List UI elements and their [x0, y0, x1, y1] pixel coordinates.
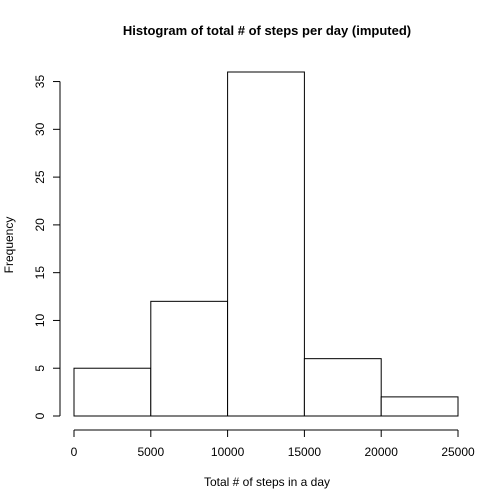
x-tick-label: 20000: [365, 445, 399, 459]
histogram-bar: [227, 71, 305, 417]
y-tick-label: 25: [33, 170, 47, 184]
histogram-bar: [73, 367, 152, 417]
x-tick-label: 5000: [137, 445, 164, 459]
x-tick-label: 0: [71, 445, 78, 459]
x-tick-label: 10000: [211, 445, 245, 459]
y-tick-label: 10: [33, 313, 47, 327]
y-axis: 0 5 10 15 20 25 30 35: [33, 75, 61, 419]
y-tick-label: 35: [33, 75, 47, 89]
x-axis: 0 5000 10000 15000 20000 25000: [71, 429, 475, 459]
histogram-bar: [380, 396, 459, 417]
x-axis-label: Total # of steps in a day: [204, 475, 330, 489]
y-tick-label: 15: [33, 266, 47, 280]
x-tick-label: 25000: [441, 445, 475, 459]
y-tick-label: 0: [33, 412, 47, 419]
histogram-bars: [73, 71, 459, 417]
x-tick-label: 15000: [288, 445, 322, 459]
y-axis-label: Frequency: [2, 217, 16, 274]
histogram-bar: [303, 358, 382, 417]
chart-title: Histogram of total # of steps per day (i…: [123, 23, 411, 38]
y-tick-label: 30: [33, 122, 47, 136]
histogram-bar: [150, 300, 229, 417]
y-tick-label: 20: [33, 218, 47, 232]
y-tick-label: 5: [33, 365, 47, 372]
